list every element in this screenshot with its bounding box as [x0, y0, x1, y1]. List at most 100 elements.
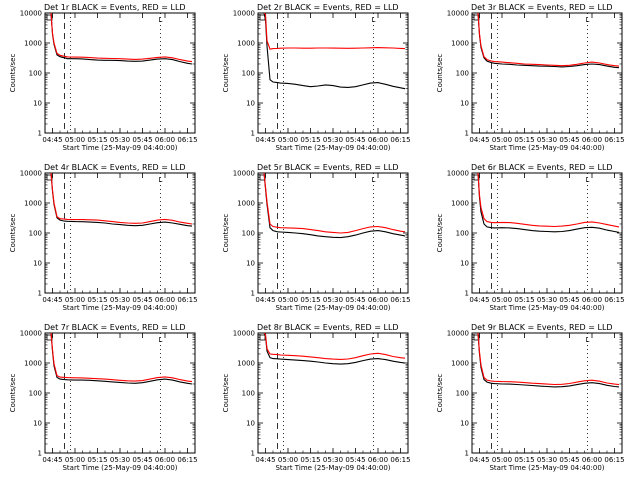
x-tick-label: 06:15 [177, 456, 197, 464]
y-tick-label: 10000 [20, 10, 42, 18]
x-tick-label: 05:15 [514, 136, 534, 144]
y-tick-label: 100 [242, 230, 255, 238]
corner-l-marker: L [159, 176, 163, 184]
panel-det-9: Det 9r BLACK = Events, RED = LLD 1 10 100 10… [436, 323, 625, 472]
panel-det-1: Det 1r BLACK = Events, RED = LLD 1 10 100 10… [9, 3, 198, 152]
y-tick-label: 1 [251, 290, 255, 298]
panel-det-4: Det 4r BLACK = Events, RED = LLD 1 10 100 10… [9, 163, 198, 312]
plot-frame [257, 332, 409, 454]
chart-title: Det 2r BLACK = Events, RED = LLD [257, 3, 399, 12]
x-tick-label: 05:30 [110, 296, 130, 304]
x-tick-label: 06:15 [390, 296, 410, 304]
y-tick-label: 10 [460, 100, 469, 108]
series-group [477, 173, 620, 233]
corner-l-marker: L [586, 336, 590, 344]
x-tick-label: 05:30 [110, 456, 130, 464]
chart-title: Det 9r BLACK = Events, RED = LLD [471, 323, 613, 332]
series-lld-line [477, 13, 620, 67]
x-tick-label: 06:15 [604, 136, 624, 144]
y-tick-label: 1 [38, 290, 42, 298]
chart-title: Det 1r BLACK = Events, RED = LLD [44, 3, 186, 12]
corner-box-marker [259, 334, 266, 341]
y-tick-label: 100 [29, 70, 42, 78]
x-tick-label: 04:45 [255, 136, 275, 144]
plot-frame [44, 172, 196, 294]
corner-l-marker: L [586, 176, 590, 184]
plot-frame [471, 12, 623, 134]
series-group [50, 173, 193, 227]
y-tick-label: 10000 [20, 170, 42, 178]
x-tick-label: 05:30 [323, 456, 343, 464]
corner-box-marker [46, 334, 53, 341]
chart-title: Det 8r BLACK = Events, RED = LLD [257, 323, 399, 332]
series-lld-line [263, 13, 406, 50]
y-tick-label: 1 [251, 130, 255, 138]
x-axis-label: Start Time (25-May-09 04:40:00) [489, 144, 604, 152]
series-lld-line [477, 333, 620, 386]
corner-box-marker [46, 14, 53, 21]
y-tick-label: 10 [33, 260, 42, 268]
x-tick-label: 05:15 [514, 296, 534, 304]
corner-l-marker: L [372, 336, 376, 344]
x-tick-label: 05:00 [492, 136, 512, 144]
y-axis-label: Counts/sec [222, 214, 230, 253]
series-group [263, 173, 406, 239]
y-axis-label: Counts/sec [9, 214, 17, 253]
chart-title: Det 4r BLACK = Events, RED = LLD [44, 163, 186, 172]
series-lld-line [50, 333, 193, 383]
y-tick-label: 100 [242, 390, 255, 398]
x-tick-label: 05:15 [300, 136, 320, 144]
plot-frame [257, 12, 409, 134]
x-tick-label: 06:15 [604, 296, 624, 304]
y-tick-label: 10 [33, 420, 42, 428]
plot-frame [257, 172, 409, 294]
x-axis-label: Start Time (25-May-09 04:40:00) [275, 304, 390, 312]
x-tick-label: 05:00 [65, 456, 85, 464]
y-tick-label: 10000 [233, 10, 255, 18]
chart-title: Det 7r BLACK = Events, RED = LLD [44, 323, 186, 332]
corner-l-marker: L [159, 16, 163, 24]
x-tick-label: 04:45 [469, 456, 489, 464]
x-axis-label: Start Time (25-May-09 04:40:00) [275, 144, 390, 152]
x-tick-label: 06:15 [604, 456, 624, 464]
panel-det-6: Det 6r BLACK = Events, RED = LLD 1 10 100 10… [436, 163, 625, 312]
y-axis-label: Counts/sec [436, 214, 444, 253]
x-tick-label: 05:00 [492, 456, 512, 464]
x-tick-label: 04:45 [42, 296, 62, 304]
series-lld-line [263, 333, 406, 360]
y-tick-label: 1 [38, 450, 42, 458]
y-tick-label: 1000 [24, 40, 42, 48]
x-tick-label: 05:45 [132, 136, 152, 144]
series-events-line [50, 13, 193, 65]
y-tick-label: 10000 [233, 170, 255, 178]
corner-l-marker: L [159, 336, 163, 344]
y-tick-label: 10000 [20, 330, 42, 338]
y-tick-label: 1000 [24, 200, 42, 208]
y-tick-label: 10 [246, 420, 255, 428]
x-tick-label: 05:15 [87, 456, 107, 464]
series-events-line [50, 333, 193, 385]
y-tick-label: 10000 [447, 10, 469, 18]
x-tick-label: 06:00 [368, 296, 388, 304]
x-tick-label: 05:15 [300, 296, 320, 304]
x-axis-label: Start Time (25-May-09 04:40:00) [62, 464, 177, 472]
series-group [263, 333, 406, 365]
series-events-line [263, 333, 406, 365]
y-tick-label: 1000 [451, 200, 469, 208]
series-events-line [263, 13, 406, 90]
x-tick-label: 05:15 [87, 296, 107, 304]
y-tick-label: 1 [251, 450, 255, 458]
y-tick-label: 10000 [447, 170, 469, 178]
series-lld-line [477, 173, 620, 228]
x-tick-label: 05:15 [514, 456, 534, 464]
y-axis-label: Counts/sec [9, 374, 17, 413]
panel-det-2: Det 2r BLACK = Events, RED = LLD 1 10 100 10… [222, 3, 411, 152]
panel-det-5: Det 5r BLACK = Events, RED = LLD 1 10 100 10… [222, 163, 411, 312]
x-tick-label: 06:00 [582, 296, 602, 304]
x-tick-label: 05:00 [65, 136, 85, 144]
chart-title: Det 3r BLACK = Events, RED = LLD [471, 3, 613, 12]
panel-det-7: Det 7r BLACK = Events, RED = LLD 1 10 100 10… [9, 323, 198, 472]
series-events-line [263, 173, 406, 239]
y-axis-label: Counts/sec [222, 374, 230, 413]
